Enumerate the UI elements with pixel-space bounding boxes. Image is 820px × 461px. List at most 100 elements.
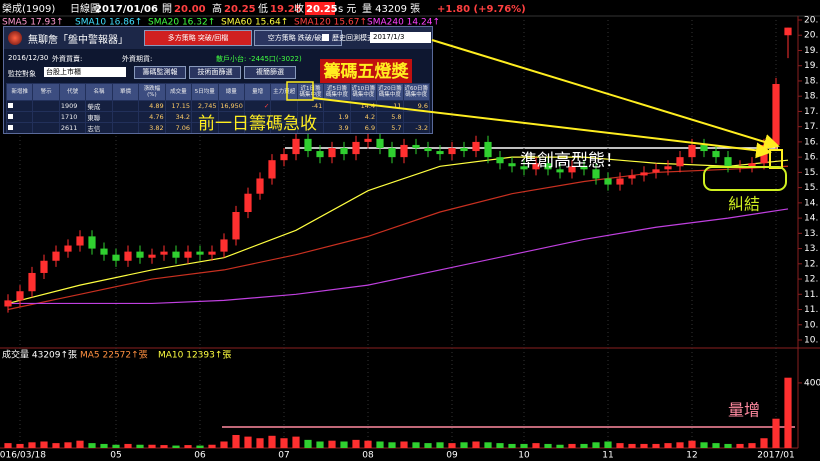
candle-body [556, 169, 564, 173]
y-tick-label: 20. [804, 31, 818, 41]
candle-body [484, 141, 492, 158]
volume-bar [136, 444, 144, 448]
sma-legend: SMA60 15.64↑ [221, 18, 288, 28]
volume-bar [256, 438, 264, 448]
column-header: 名稱 [85, 83, 113, 101]
candle-body [784, 27, 792, 36]
monitor-select[interactable]: 台股上市櫃 [44, 67, 126, 77]
column-header: 5日均量 [191, 83, 219, 101]
table-cell: 榮成 [85, 100, 113, 112]
table-cell [243, 122, 272, 133]
volume-bar [304, 439, 312, 448]
y-tick-label: 15. [804, 183, 818, 193]
volume-bar [532, 443, 540, 448]
column-header: 新增推 [5, 83, 34, 101]
candle-body [376, 138, 384, 148]
table-cell: 3.82 [138, 122, 166, 133]
candle-body [340, 148, 348, 155]
unit: s 元 [338, 4, 356, 15]
candle-body [676, 157, 684, 167]
x-tick-label: 11 [602, 451, 613, 461]
y-tick-label: 15. [804, 168, 818, 178]
checkbox[interactable] [322, 34, 329, 41]
volume-bar [160, 445, 168, 448]
table-cell: 11 [376, 100, 404, 112]
volume-bar [580, 443, 588, 448]
change: +1.80 (+9.76%) [437, 4, 526, 15]
column-header: 近5日籌碼集中度 [323, 83, 351, 101]
candle-body [772, 84, 780, 145]
volume-bar [16, 443, 24, 448]
column-header: 近60日籌碼集中度 [402, 83, 431, 101]
logo [8, 31, 22, 45]
x-tick-label: 2016/03/18 [0, 451, 46, 461]
volume-bar [592, 442, 600, 448]
table-cell: 東聯 [85, 111, 113, 123]
volume-bar [496, 443, 504, 448]
volume-bar [208, 444, 216, 448]
volume-bar [100, 443, 108, 448]
candle-body [196, 251, 204, 255]
volume-bar [664, 443, 672, 448]
volume-bar [616, 443, 624, 448]
table-cell: 17.15 [164, 100, 193, 112]
table-cell: 1909 [58, 100, 87, 112]
table-cell: 6.9 [349, 122, 378, 133]
volume-bar [268, 435, 276, 448]
close-highlight [305, 2, 335, 15]
volume-bar [436, 442, 444, 448]
row-checkbox[interactable] [8, 103, 13, 108]
alert-window: 無聊詹「盤中警報器」 多方策略 突破/回檔 空方策略 跌破/破線 歷史回測模式 … [3, 26, 433, 134]
volume-bar [220, 441, 228, 448]
y-tick-label: 12. [804, 259, 818, 269]
volume-bar [28, 442, 36, 448]
table-row: 2611 志信 3.82 7.06 3.9 6.9 5.7 -3.2 [5, 122, 431, 133]
volume-bar [352, 439, 360, 448]
sma-legend: SMA5 17.93↑ [2, 18, 64, 28]
candle-body [592, 169, 600, 179]
monitor-label: 監控對象 [8, 70, 36, 78]
short-button[interactable]: 空方策略 跌破/破線 [254, 30, 342, 46]
y-tick-label: 19. [804, 46, 818, 56]
table-row: 1909 榮成 4.89 17.15 2,745 16,950 ✓ -41 14.4 11 9.6 [5, 100, 431, 112]
sma-legend: SMA20 16.32↑ [148, 18, 215, 28]
candle-body [268, 160, 276, 179]
table-cell: ✓ [243, 100, 272, 112]
table-cell [32, 100, 60, 112]
x-tick-label: 06 [194, 451, 206, 461]
low-label: 低 [258, 2, 268, 15]
column-header: 警示 [32, 83, 60, 101]
volume-bar [460, 442, 468, 448]
filter-button[interactable]: 籌碼監測報 [134, 66, 186, 79]
column-header: 成交量 [164, 83, 193, 101]
candle-body [208, 251, 216, 255]
row-checkbox[interactable] [8, 114, 13, 119]
table-cell: 4.2 [349, 111, 378, 123]
table-cell: 5.7 [376, 122, 404, 133]
filter-button[interactable]: 技術面篩選 [189, 66, 241, 79]
volume-legend: 成交量 43209↑張 [2, 349, 77, 361]
row-checkbox[interactable] [8, 125, 13, 130]
candle-body [736, 166, 744, 168]
date: 2017/01/06 [95, 4, 158, 15]
candle-body [136, 251, 144, 258]
table-row: 1710 東聯 4.76 34.2 1.9 4.2 5.8 [5, 111, 431, 123]
long-button[interactable]: 多方策略 突破/回檔 [144, 30, 252, 46]
volume: 量 43209 張 [362, 3, 420, 15]
volume-bar [508, 443, 516, 448]
candle-body [100, 248, 108, 255]
table-cell [5, 122, 34, 133]
y-tick-label: 20. [804, 16, 818, 26]
date-field[interactable]: 2017/1/3 [370, 32, 431, 43]
candle-body [448, 148, 456, 155]
y-tick-label: 16. [804, 137, 818, 147]
filter-button[interactable]: 複簡篩選 [244, 66, 296, 79]
candle-body [472, 141, 480, 152]
table-cell: 16,950 [217, 100, 245, 112]
candle-body [424, 148, 432, 152]
candle-body [724, 157, 732, 167]
retail: 散戶小台: -2445口(-3022) [216, 55, 302, 63]
candle-body [760, 144, 768, 164]
volume-bar [604, 441, 612, 448]
